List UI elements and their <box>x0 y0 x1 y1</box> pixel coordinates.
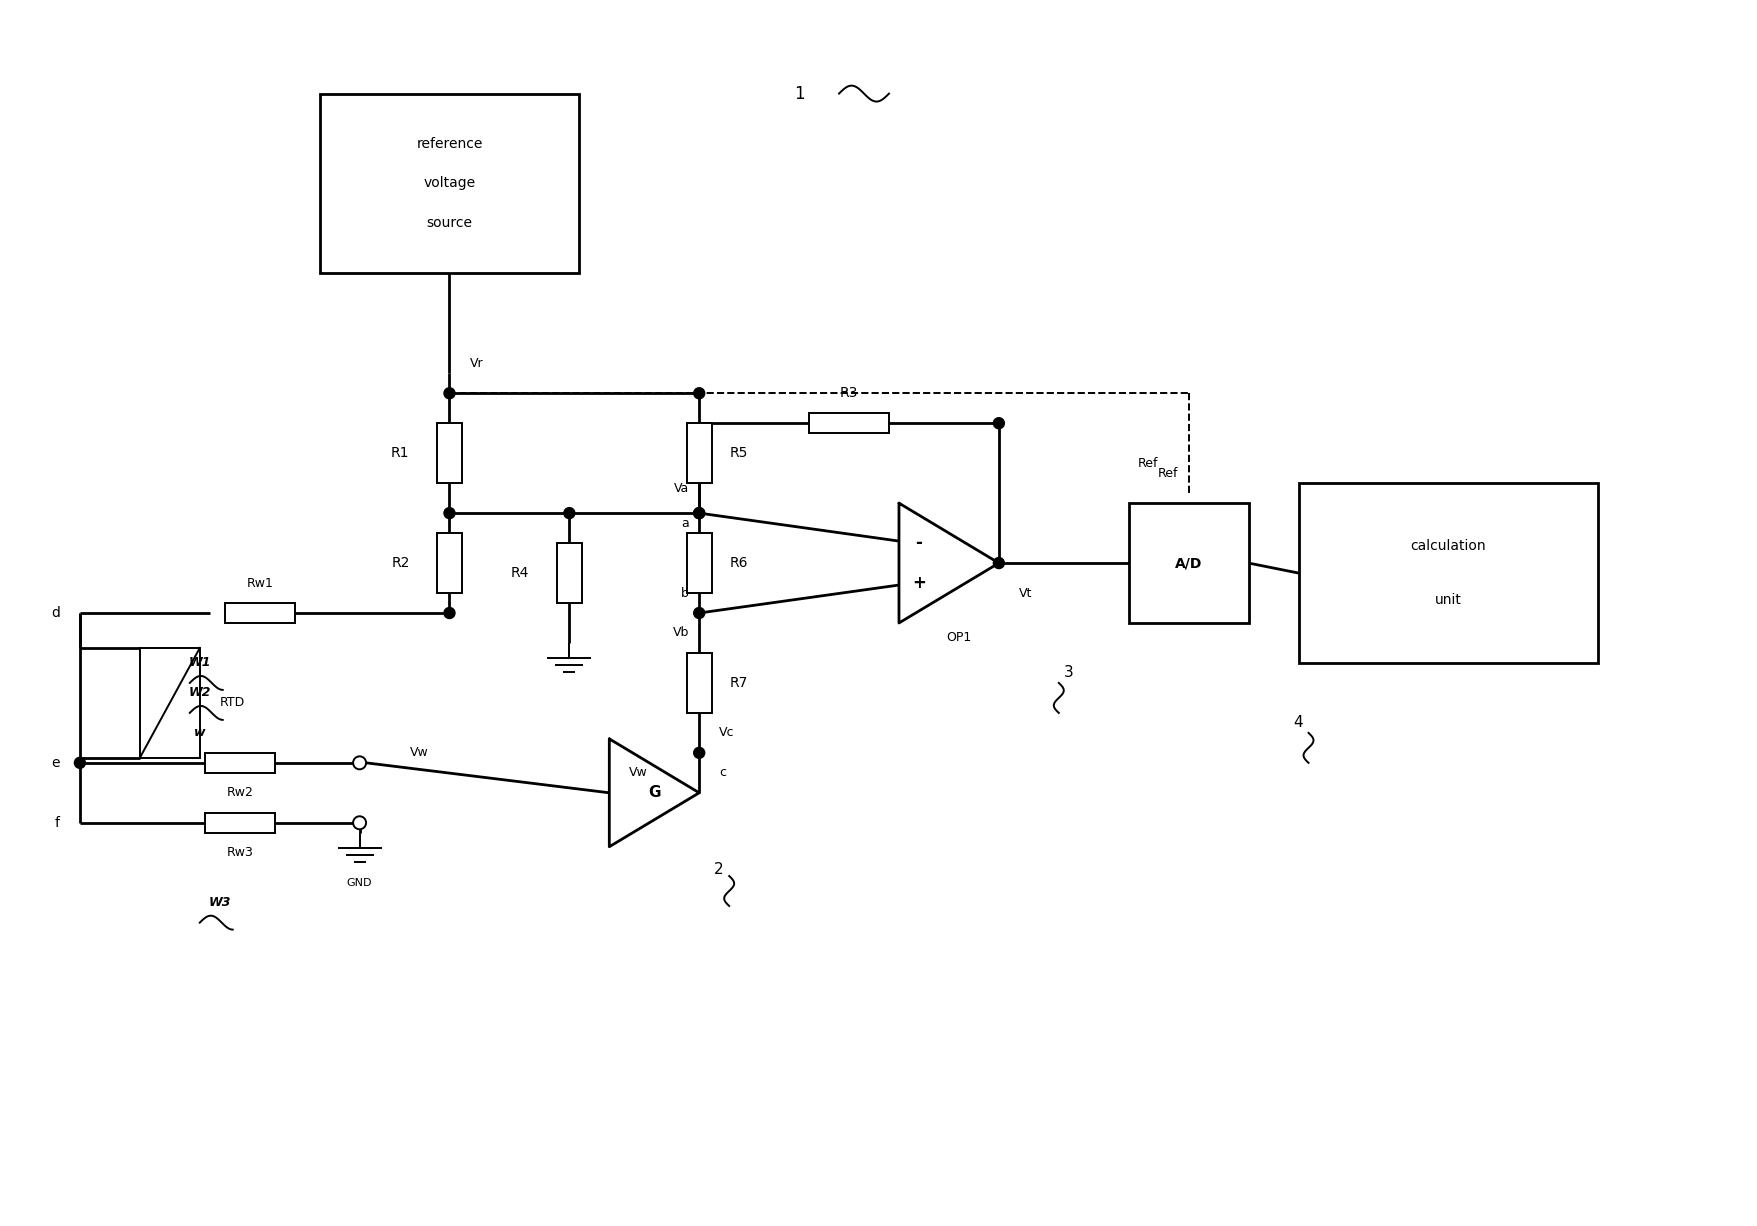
Text: 4: 4 <box>1293 716 1302 731</box>
Text: RTD: RTD <box>220 696 244 710</box>
Text: OP1: OP1 <box>945 631 972 645</box>
Text: 2: 2 <box>713 862 724 877</box>
Bar <box>687 653 712 712</box>
Text: c: c <box>719 766 726 780</box>
Bar <box>204 813 274 832</box>
Circle shape <box>993 558 1003 569</box>
Text: R7: R7 <box>729 676 747 690</box>
Text: Vt: Vt <box>1019 586 1031 600</box>
Text: G: G <box>648 786 661 801</box>
Text: e: e <box>51 756 60 770</box>
Text: Vw: Vw <box>629 766 648 780</box>
Circle shape <box>694 387 705 398</box>
Circle shape <box>445 508 455 519</box>
Text: 1: 1 <box>794 85 805 103</box>
Text: R2: R2 <box>392 557 409 570</box>
Bar <box>204 753 274 772</box>
Circle shape <box>694 508 705 519</box>
Text: A/D: A/D <box>1174 557 1202 570</box>
Bar <box>141 649 200 758</box>
Text: unit: unit <box>1434 593 1462 607</box>
Bar <box>557 543 582 603</box>
Circle shape <box>353 756 365 770</box>
Circle shape <box>353 817 365 829</box>
Text: d: d <box>51 606 60 620</box>
Text: a: a <box>682 516 689 530</box>
Text: R5: R5 <box>729 446 747 460</box>
Bar <box>437 423 462 483</box>
Text: Rw1: Rw1 <box>246 576 272 590</box>
Text: source: source <box>427 216 473 230</box>
Bar <box>1298 483 1597 663</box>
Text: Vr: Vr <box>469 357 483 370</box>
Text: reference: reference <box>416 137 483 151</box>
Text: f: f <box>54 815 60 830</box>
Text: W3: W3 <box>209 896 230 910</box>
Circle shape <box>445 387 455 398</box>
Circle shape <box>993 418 1003 429</box>
Text: GND: GND <box>346 878 372 888</box>
Bar <box>808 413 889 433</box>
Text: Vw: Vw <box>409 747 429 759</box>
Text: W2: W2 <box>188 687 211 699</box>
Text: Ref: Ref <box>1158 467 1177 479</box>
Text: Vb: Vb <box>673 626 689 640</box>
Circle shape <box>694 608 705 618</box>
Bar <box>437 533 462 593</box>
Text: voltage: voltage <box>423 177 476 190</box>
Text: b: b <box>682 586 689 600</box>
Text: Vc: Vc <box>719 726 734 739</box>
Text: -: - <box>915 535 922 552</box>
Bar <box>687 533 712 593</box>
Circle shape <box>694 508 705 519</box>
Text: 3: 3 <box>1063 666 1074 680</box>
Circle shape <box>564 508 575 519</box>
Bar <box>1128 503 1247 623</box>
Text: Rw2: Rw2 <box>227 786 253 799</box>
Circle shape <box>694 748 705 759</box>
Text: W1: W1 <box>188 656 211 669</box>
Bar <box>320 93 580 273</box>
Text: R3: R3 <box>840 386 857 400</box>
Text: +: + <box>912 574 926 592</box>
Text: Rw3: Rw3 <box>227 846 253 859</box>
Circle shape <box>74 758 86 769</box>
Text: R4: R4 <box>511 566 529 580</box>
Bar <box>225 603 295 623</box>
Text: w: w <box>193 726 206 739</box>
Text: Ref: Ref <box>1137 456 1158 470</box>
Bar <box>687 423 712 483</box>
Text: R1: R1 <box>390 446 409 460</box>
Text: calculation: calculation <box>1409 539 1485 553</box>
Text: Va: Va <box>673 482 689 494</box>
Circle shape <box>445 608 455 618</box>
Text: R6: R6 <box>729 557 747 570</box>
